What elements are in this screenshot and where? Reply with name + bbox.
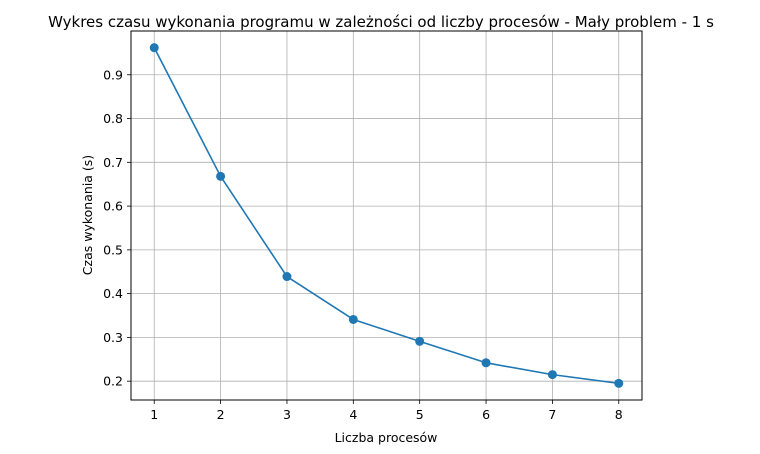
y-tick-label: 0.8 [103,111,123,126]
x-tick-label: 6 [482,407,490,422]
y-tick-label: 0.6 [103,199,123,214]
x-axis-label: Liczba procesów [335,430,438,445]
data-point [216,171,226,181]
plot-area-frame [130,30,643,401]
axis-ticks: 1 2 3 4 5 6 7 8 0.2 0.3 0.4 0.5 0.6 0.7 0.8 0.9 [103,67,623,422]
data-point [415,336,425,346]
y-tick-label: 0.4 [103,286,123,301]
grid [131,31,642,400]
data-point [348,314,358,324]
y-tick-label: 0.7 [103,155,123,170]
chart-title: Wykres czasu wykonania programu w zależn… [48,13,714,31]
y-tick-label: 0.2 [103,374,123,389]
data-point [614,378,624,388]
y-axis-label: Czas wykonania (s) [80,155,95,275]
y-tick-label: 0.9 [103,67,123,82]
x-tick-label: 4 [349,407,357,422]
x-tick-label: 7 [548,407,556,422]
data-point [282,272,292,282]
series-layer [149,43,624,388]
data-point [149,43,159,53]
x-tick-label: 3 [283,407,291,422]
data-point [481,358,491,368]
y-tick-label: 0.5 [103,242,123,257]
series-line [153,47,619,385]
x-tick-label: 2 [217,407,225,422]
x-tick-label: 1 [150,407,158,422]
x-tick-label: 8 [615,407,623,422]
y-tick-label: 0.3 [103,330,123,345]
data-point [547,370,557,380]
x-tick-label: 5 [416,407,424,422]
